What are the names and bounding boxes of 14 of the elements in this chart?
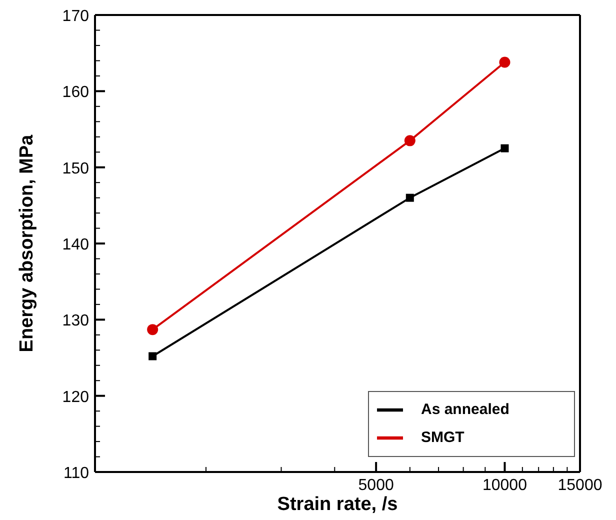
legend-label: SMGT [421, 429, 464, 446]
x-axis-title: Strain rate, /s [277, 494, 398, 515]
y-tick-label: 160 [62, 84, 90, 102]
y-tick-label: 120 [62, 388, 90, 406]
y-tick-label: 140 [62, 236, 90, 254]
y-axis-title: Energy absorption, MPa [16, 134, 38, 352]
legend-label: As annealed [421, 401, 510, 418]
y-tick-label: 170 [62, 8, 90, 25]
x-tick-label: 5000 [358, 477, 394, 494]
x-tick-label: 15000 [558, 477, 602, 494]
x-tick-label: 10000 [482, 477, 528, 494]
y-tick-label: 130 [62, 312, 90, 330]
y-tick-label: 150 [62, 160, 90, 178]
y-tick-label: 110 [63, 465, 90, 482]
